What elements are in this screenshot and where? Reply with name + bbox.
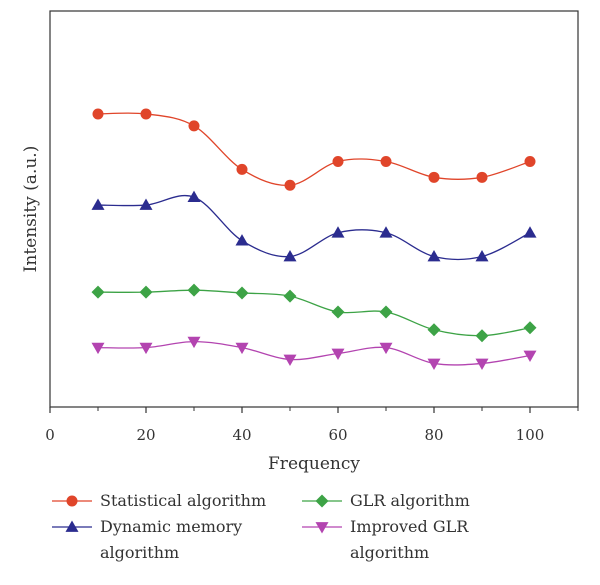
data-point bbox=[379, 305, 393, 319]
data-point bbox=[523, 350, 537, 363]
y-axis-title: Intensity (a.u.) bbox=[21, 146, 41, 273]
legend-swatch bbox=[302, 494, 342, 508]
data-point bbox=[476, 171, 488, 183]
legend-item: Statistical algorithm bbox=[50, 488, 290, 514]
data-point bbox=[475, 250, 489, 262]
data-point bbox=[283, 354, 297, 366]
data-point bbox=[284, 179, 296, 191]
series-3 bbox=[91, 336, 537, 370]
series-layer bbox=[91, 108, 537, 370]
plot-frame bbox=[49, 10, 579, 408]
data-point bbox=[331, 348, 345, 361]
data-point bbox=[188, 120, 200, 132]
x-tick-label: 80 bbox=[424, 426, 443, 444]
series-1 bbox=[91, 190, 537, 262]
x-tick-label: 0 bbox=[45, 426, 55, 444]
x-axis-title: Frequency bbox=[268, 454, 360, 474]
data-point bbox=[379, 226, 393, 238]
data-point bbox=[283, 289, 297, 303]
data-point bbox=[332, 155, 344, 167]
legend-marker bbox=[65, 520, 79, 532]
data-point bbox=[91, 198, 105, 210]
data-point bbox=[428, 171, 440, 183]
legend-label: Dynamic memory algorithm bbox=[100, 517, 243, 562]
data-point bbox=[187, 283, 201, 297]
data-point bbox=[235, 234, 249, 246]
series-line bbox=[97, 341, 531, 366]
data-point bbox=[283, 250, 297, 262]
data-point bbox=[331, 226, 345, 238]
data-point bbox=[139, 198, 153, 210]
x-tick-label: 20 bbox=[136, 426, 155, 444]
data-point bbox=[91, 342, 105, 355]
data-point bbox=[187, 336, 201, 349]
data-point bbox=[523, 226, 537, 238]
series-line bbox=[97, 289, 531, 337]
legend-label: Statistical algorithm bbox=[100, 491, 267, 510]
data-point bbox=[140, 108, 152, 120]
legend: Statistical algorithm GLR algorithm Dynami… bbox=[50, 488, 590, 583]
data-point bbox=[380, 155, 392, 167]
legend-marker bbox=[66, 495, 78, 507]
data-point bbox=[427, 250, 441, 262]
data-point bbox=[331, 305, 345, 319]
data-point bbox=[187, 190, 201, 202]
legend-item: Improved GLR algorithm bbox=[300, 514, 540, 566]
data-point bbox=[92, 108, 104, 120]
series-line bbox=[97, 112, 531, 186]
data-point bbox=[235, 286, 249, 300]
data-point bbox=[523, 321, 537, 335]
data-point bbox=[236, 163, 248, 175]
data-point bbox=[139, 285, 153, 299]
data-point bbox=[379, 342, 393, 355]
legend-item: GLR algorithm bbox=[300, 488, 540, 514]
x-tick-label: 100 bbox=[516, 426, 545, 444]
data-point bbox=[91, 285, 105, 299]
series-0 bbox=[92, 108, 536, 191]
data-point bbox=[427, 323, 441, 337]
legend-swatch bbox=[302, 522, 342, 534]
legend-label: Improved GLR algorithm bbox=[350, 517, 469, 562]
x-tick-label: 60 bbox=[328, 426, 347, 444]
data-point bbox=[524, 155, 536, 167]
legend-label: GLR algorithm bbox=[350, 491, 470, 510]
legend-item: Dynamic memory algorithm bbox=[50, 514, 290, 566]
x-tick-label: 40 bbox=[232, 426, 251, 444]
data-point bbox=[235, 342, 249, 355]
legend-swatch bbox=[52, 520, 92, 532]
series-2 bbox=[91, 283, 537, 343]
series-line bbox=[97, 195, 531, 261]
legend-marker bbox=[315, 494, 329, 508]
legend-swatch bbox=[52, 495, 92, 507]
x-axis-ticks: 0 20 40 60 80 100 bbox=[45, 407, 579, 444]
legend-marker bbox=[315, 522, 329, 534]
data-point bbox=[475, 329, 489, 343]
data-point bbox=[427, 358, 441, 370]
data-point bbox=[475, 358, 489, 370]
data-point bbox=[139, 342, 153, 355]
